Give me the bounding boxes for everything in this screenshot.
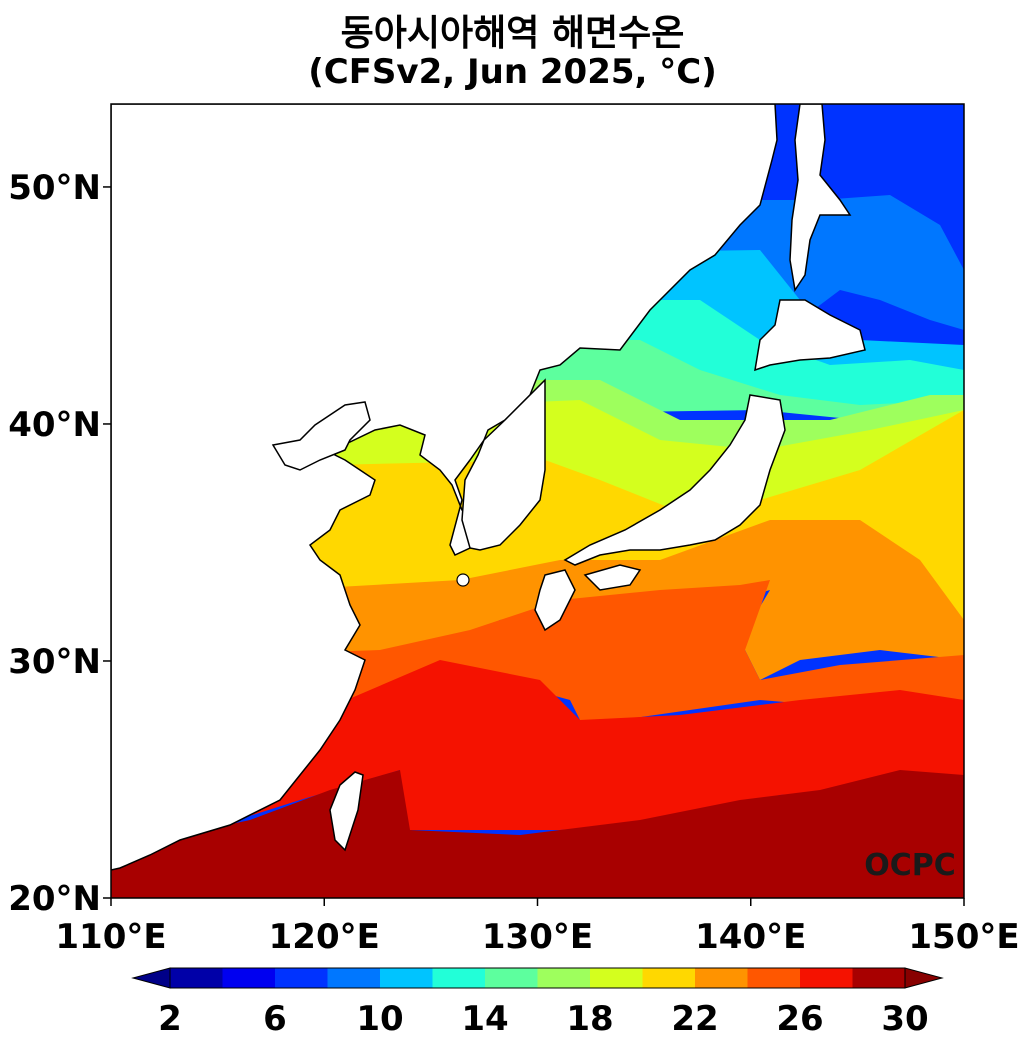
map-subtitle: (CFSv2, Jun 2025, °C) [308, 52, 717, 92]
lon-tick-label: 120°E [269, 917, 380, 957]
lat-tick-label: 30°N [8, 642, 101, 682]
colorbar-swatch [642, 968, 696, 988]
lon-tick-label: 150°E [908, 917, 1019, 957]
colorbar-frame [169, 967, 906, 989]
colorbar-label: 26 [776, 999, 823, 1039]
colorbar-label: 2 [158, 999, 182, 1039]
ocpc-watermark: OCPC [864, 848, 956, 883]
colorbar-swatch [695, 968, 748, 988]
colorbar-label: 14 [461, 999, 508, 1039]
land-japan-honshu [563, 394, 786, 566]
colorbar-label: 30 [881, 999, 928, 1039]
lon-tick-label: 140°E [695, 917, 806, 957]
colorbar-over-arrow [904, 967, 944, 989]
colorbar-label: 22 [671, 999, 718, 1039]
colorbar-swatch [222, 968, 276, 988]
lat-tick-label: 50°N [8, 168, 101, 208]
colorbar-swatch [485, 968, 538, 988]
colorbar-swatch [590, 968, 643, 988]
land-bohai-peninsula [271, 401, 371, 471]
sst-band-24-26 [111, 580, 964, 760]
map-title: 동아시아해역 해면수온 [340, 13, 685, 54]
colorbar-swatch [432, 968, 486, 988]
land-korea [461, 378, 546, 551]
colorbar-swatch [537, 968, 591, 988]
lon-tick-label: 130°E [482, 917, 593, 957]
lat-tick-label: 40°N [8, 405, 101, 445]
lon-tick-label: 110°E [55, 917, 166, 957]
colorbar-swatch [380, 968, 433, 988]
colorbar-swatch [747, 968, 801, 988]
colorbar-swatch [327, 968, 381, 988]
land-japan-shikoku [583, 564, 642, 591]
colorbar-under-arrow [131, 967, 171, 989]
colorbar-swatch [800, 968, 853, 988]
colorbar-swatch [275, 968, 328, 988]
land-japan-kyushu [534, 569, 576, 632]
land-taiwan [329, 771, 364, 852]
colorbar-label: 6 [263, 999, 287, 1039]
land-asia-mainland [111, 104, 778, 871]
longitude-ticks: 110°E 120°E 130°E 140°E 150°E [55, 898, 1020, 957]
colorbar-label: 18 [566, 999, 613, 1039]
colorbar-swatch [170, 968, 223, 988]
sst-band-28-30 [111, 770, 964, 898]
colorbar-swatch [852, 968, 906, 988]
land-hokkaido [754, 299, 866, 372]
lat-tick-label: 20°N [8, 879, 101, 919]
latitude-ticks: 50°N 40°N 30°N 20°N [8, 168, 111, 919]
land-sakhalin [789, 104, 852, 292]
colorbar-label: 10 [356, 999, 403, 1039]
land-jeju [456, 573, 470, 587]
sst-field [111, 104, 964, 898]
colorbar: 2 6 10 14 18 22 26 30 [131, 967, 944, 1039]
